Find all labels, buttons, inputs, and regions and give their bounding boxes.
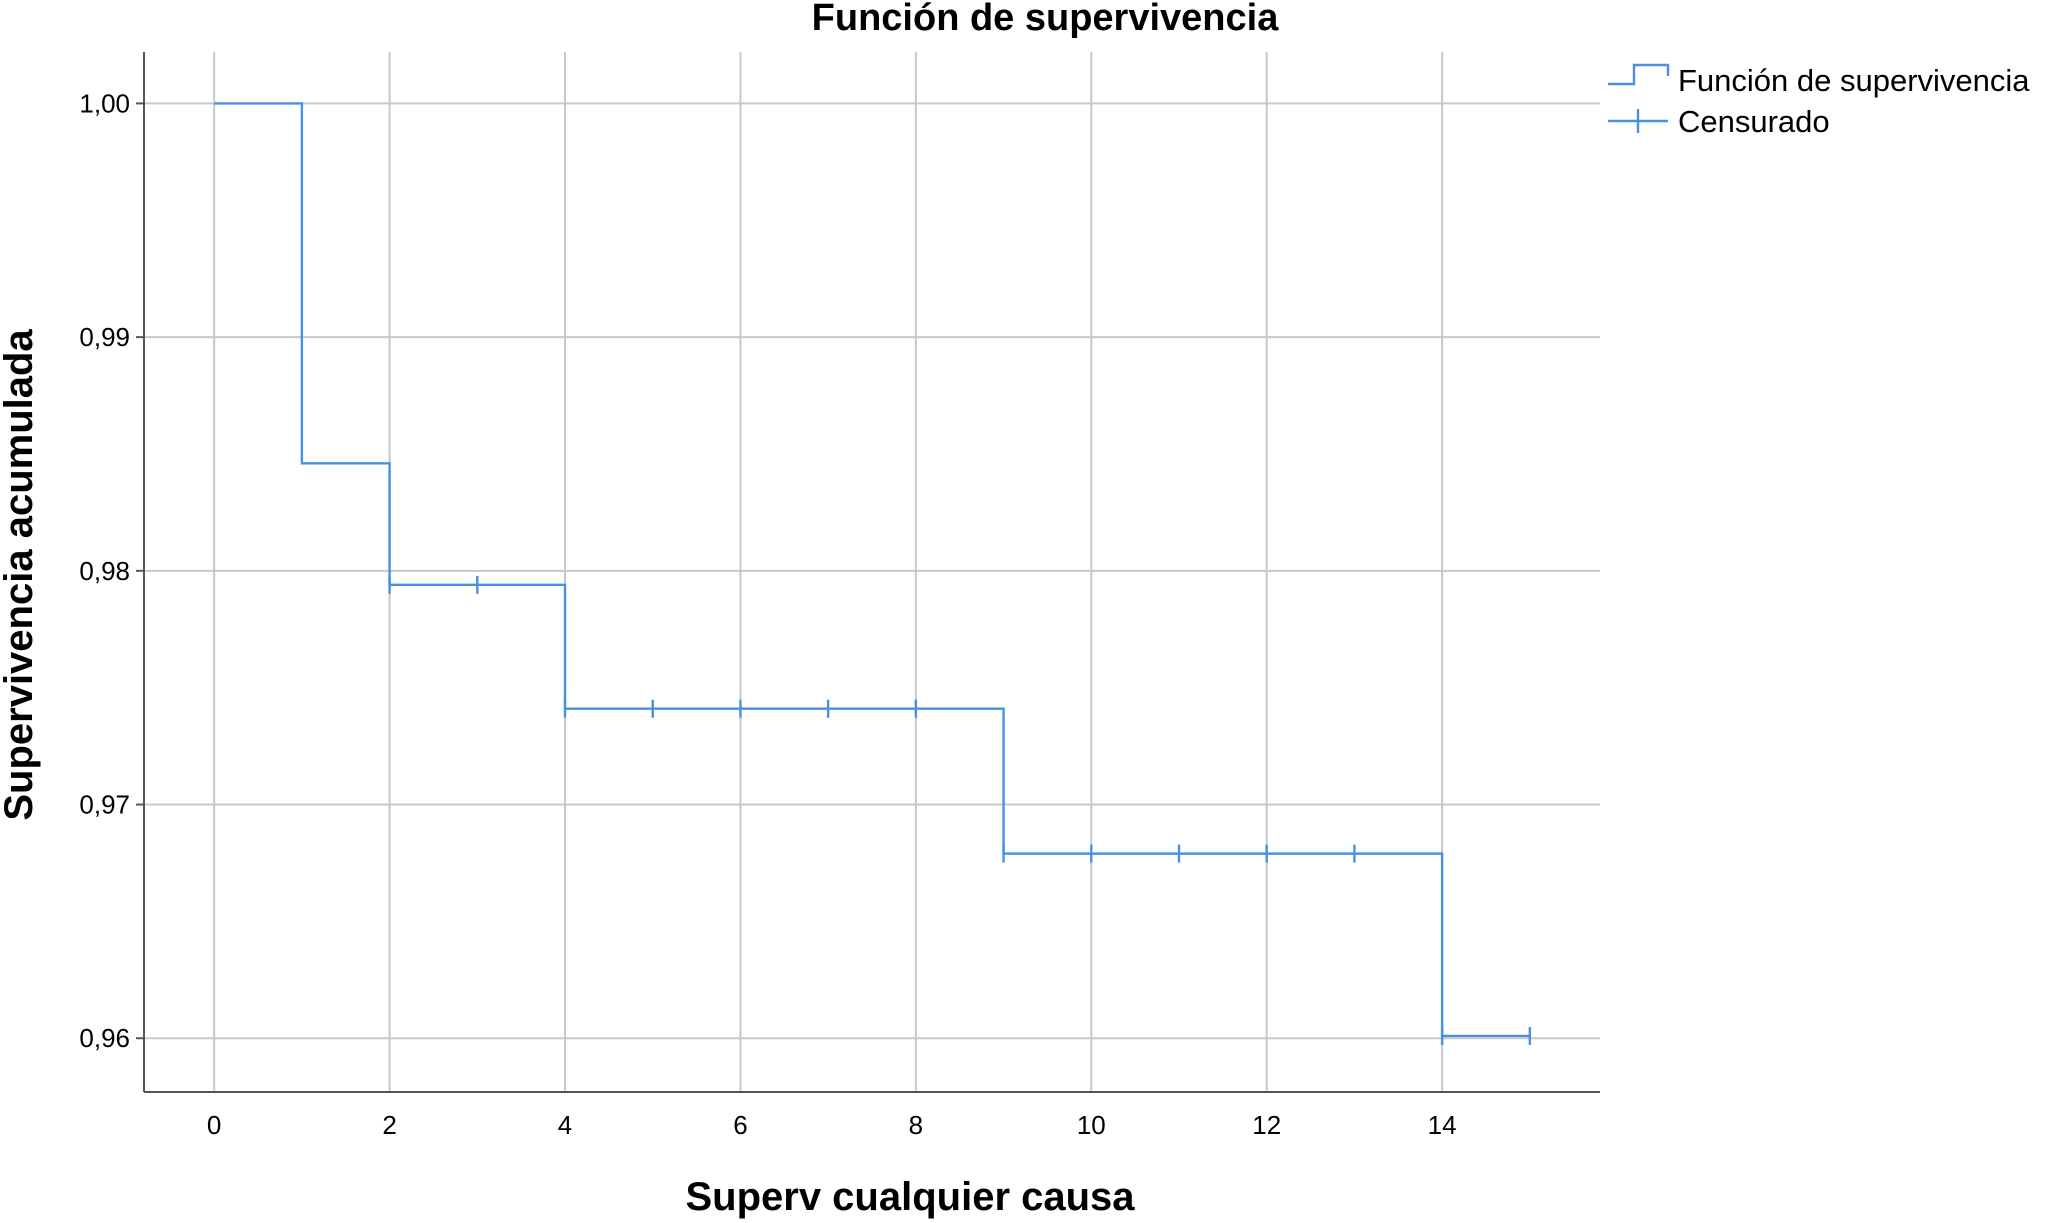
x-tick-label: 0 bbox=[207, 1110, 221, 1140]
y-tick-label: 0,97 bbox=[79, 790, 130, 820]
survival-step-line bbox=[214, 102, 1530, 1038]
legend-label-censored: Censurado bbox=[1678, 104, 1830, 139]
x-tick-label: 6 bbox=[733, 1110, 747, 1140]
x-tick-label: 2 bbox=[382, 1110, 396, 1140]
x-tick-label: 14 bbox=[1428, 1110, 1457, 1140]
y-tick-label: 0,96 bbox=[79, 1023, 130, 1053]
x-tick-label: 4 bbox=[558, 1110, 572, 1140]
y-axis-label: Supervivencia acumulada bbox=[0, 329, 41, 821]
x-axis-label: Superv cualquier causa bbox=[685, 1175, 1135, 1219]
censored-markers bbox=[388, 575, 1532, 1045]
plot-frame bbox=[143, 52, 1600, 1093]
y-axis-ticks: 0,96 0,97 0,98 0,99 1,00 bbox=[79, 88, 144, 1053]
x-tick-label: 8 bbox=[909, 1110, 923, 1140]
grid bbox=[144, 52, 1600, 1092]
x-tick-label: 12 bbox=[1252, 1110, 1281, 1140]
y-tick-label: 0,98 bbox=[79, 556, 130, 586]
y-tick-label: 1,00 bbox=[79, 88, 130, 118]
legend-step-symbol bbox=[1608, 63, 1670, 86]
x-axis-ticks: 0 2 4 6 8 10 12 14 bbox=[207, 1110, 1457, 1140]
legend: Función de supervivencia Censurado bbox=[1608, 63, 2030, 139]
y-tick-label: 0,99 bbox=[79, 322, 130, 352]
legend-label-survival: Función de supervivencia bbox=[1678, 63, 2030, 98]
survival-series bbox=[214, 102, 1530, 1038]
chart-title: Función de supervivencia bbox=[812, 0, 1280, 39]
x-tick-label: 10 bbox=[1077, 1110, 1106, 1140]
